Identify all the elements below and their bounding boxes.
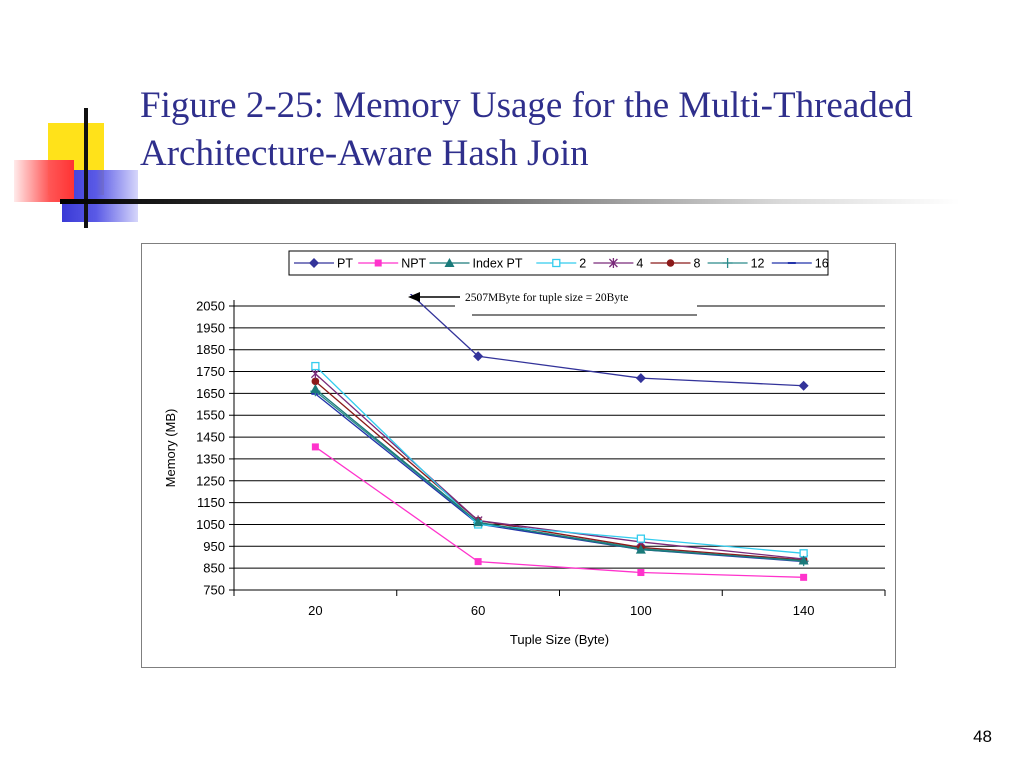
series-12 bbox=[310, 386, 809, 567]
series-line bbox=[315, 446, 804, 578]
data-point bbox=[798, 555, 809, 565]
series-line bbox=[314, 365, 804, 554]
y-axis-label: Memory (MB) bbox=[163, 409, 178, 488]
data-point bbox=[473, 517, 484, 527]
series-4 bbox=[310, 368, 809, 564]
y-tick-label: 1850 bbox=[196, 342, 225, 357]
data-point bbox=[636, 534, 646, 543]
y-tick-label: 1250 bbox=[196, 473, 225, 488]
data-point bbox=[798, 380, 809, 391]
legend-item-8: 8 bbox=[650, 257, 701, 271]
chart-frame: 750 850 950 1050 1150 1250 1350 1450 1550 1650 175… bbox=[141, 243, 896, 668]
series-npt bbox=[311, 443, 808, 581]
legend-swatch-marker bbox=[444, 258, 455, 267]
legend-swatch-marker bbox=[787, 262, 796, 264]
y-tick-label: 950 bbox=[203, 539, 225, 554]
memory-usage-chart: 750 850 950 1050 1150 1250 1350 1450 1550 1650 175… bbox=[163, 250, 886, 647]
legend-item-pt: PT bbox=[294, 257, 353, 271]
y-tick-label: 1750 bbox=[196, 364, 225, 379]
legend-label: Index PT bbox=[473, 257, 523, 271]
legend-label: 8 bbox=[694, 257, 701, 271]
y-tick-label: 1950 bbox=[196, 320, 225, 335]
data-point bbox=[311, 361, 320, 371]
data-point bbox=[635, 544, 646, 554]
legend-swatch-marker bbox=[608, 258, 618, 268]
data-point bbox=[635, 373, 646, 384]
x-tick-label: 60 bbox=[471, 603, 485, 618]
annotation: 2507MByte for tuple size = 20Byte bbox=[408, 286, 697, 316]
series-index-pt bbox=[310, 384, 809, 565]
page-number: 48 bbox=[973, 727, 992, 746]
slide-title: Figure 2-25: Memory Usage for the Multi-… bbox=[140, 85, 913, 174]
annotation-arrowhead bbox=[408, 292, 420, 302]
legend-item-12: 12 bbox=[707, 257, 765, 271]
y-tick-label: 1050 bbox=[196, 517, 225, 532]
series-2 bbox=[311, 361, 808, 558]
deco-red-square bbox=[14, 160, 74, 202]
legend-label: NPT bbox=[401, 257, 426, 271]
data-point bbox=[637, 569, 645, 577]
x-tick-label: 140 bbox=[793, 603, 815, 618]
y-tick-label: 1450 bbox=[196, 430, 225, 445]
legend-item-index-pt: Index PT bbox=[429, 257, 523, 271]
legend-swatch-marker bbox=[722, 258, 733, 268]
data-point bbox=[311, 443, 319, 451]
title-rule bbox=[60, 199, 960, 204]
y-tick-label: 1150 bbox=[197, 495, 225, 510]
legend-swatch-marker bbox=[309, 258, 319, 268]
y-tick-label: 1550 bbox=[196, 408, 225, 423]
legend-swatch-marker bbox=[552, 258, 561, 268]
x-tick-label: 20 bbox=[308, 603, 322, 618]
legend-item-16: 16 bbox=[771, 257, 829, 271]
series-16 bbox=[311, 392, 808, 563]
y-tick-label: 1650 bbox=[196, 386, 225, 401]
legend-label: 12 bbox=[751, 257, 765, 271]
legend: PT NPT Index PT 2 4 8 12 16 bbox=[288, 250, 829, 276]
legend-label: 16 bbox=[815, 257, 829, 271]
y-tick-label: 1350 bbox=[196, 451, 225, 466]
data-point bbox=[473, 351, 484, 362]
legend-item-npt: NPT bbox=[358, 257, 427, 271]
data-point bbox=[310, 384, 321, 394]
annotation-bg bbox=[455, 286, 697, 316]
x-axis-label: Tuple Size (Byte) bbox=[510, 632, 609, 647]
legend-label: PT bbox=[337, 257, 353, 271]
annotation-text: 2507MByte for tuple size = 20Byte bbox=[465, 292, 628, 304]
legend-label: 2 bbox=[579, 257, 586, 271]
legend-item-4: 4 bbox=[593, 257, 643, 271]
legend-swatch-marker bbox=[374, 259, 382, 267]
data-point bbox=[474, 558, 482, 566]
legend-item-2: 2 bbox=[536, 257, 586, 271]
series-line bbox=[314, 380, 804, 561]
legend-swatch-marker bbox=[666, 259, 675, 267]
deco-vertical-rule bbox=[84, 108, 88, 228]
y-tick-label: 750 bbox=[203, 583, 225, 598]
x-tick-label: 100 bbox=[630, 603, 652, 618]
data-point bbox=[311, 377, 320, 386]
series-pt bbox=[409, 294, 809, 391]
series-line bbox=[314, 388, 804, 562]
y-tick-label: 2050 bbox=[196, 299, 225, 314]
data-point bbox=[800, 573, 808, 581]
y-tick-label: 850 bbox=[203, 561, 225, 576]
deco-blue-square bbox=[62, 170, 138, 222]
data-point bbox=[310, 368, 320, 379]
legend-label: 4 bbox=[636, 257, 643, 271]
series-line bbox=[409, 294, 804, 387]
